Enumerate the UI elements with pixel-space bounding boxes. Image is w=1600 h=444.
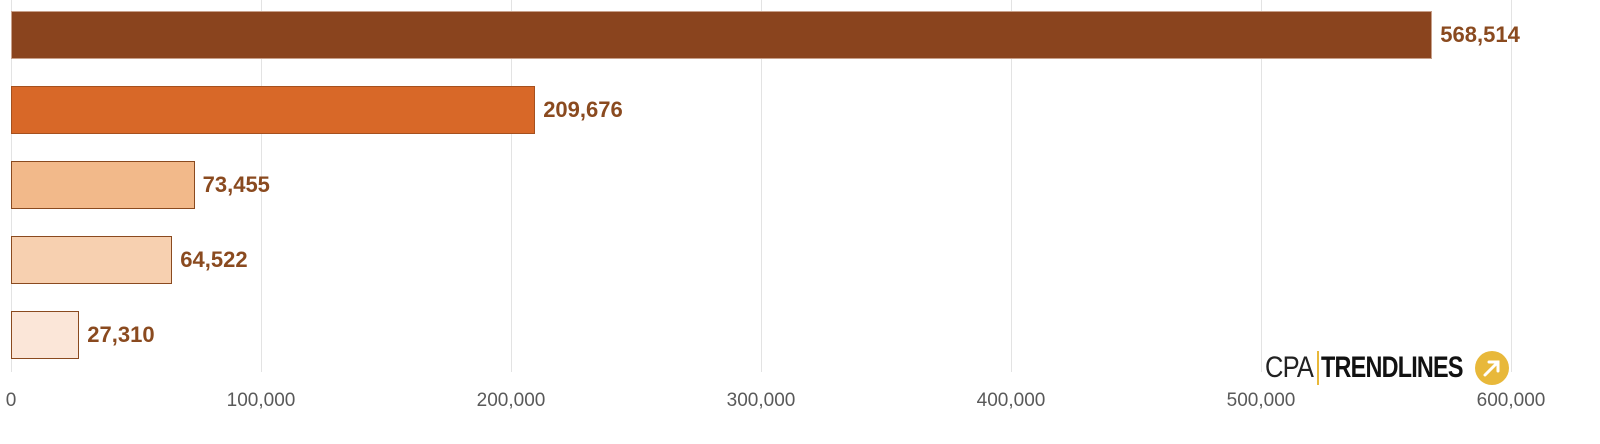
bar-value-label: 64,522 — [180, 247, 248, 272]
bar — [11, 236, 173, 284]
gridline — [261, 0, 262, 372]
bar-value-label: 27,310 — [87, 322, 155, 347]
gridline — [1511, 0, 1512, 372]
gridline — [1261, 0, 1262, 372]
logo-text-trendlines: TRENDLINES — [1321, 351, 1463, 384]
logo-text-cpa: CPA — [1265, 351, 1314, 384]
cpa-trendlines-logo: CPA TRENDLINES — [1265, 350, 1509, 386]
bar — [11, 11, 1433, 59]
bar-value-label: 568,514 — [1440, 22, 1520, 47]
arrow-up-right-icon — [1475, 351, 1509, 385]
bar — [11, 311, 80, 359]
gridline — [761, 0, 762, 372]
x-tick-label: 500,000 — [1226, 390, 1296, 411]
x-tick-label: 600,000 — [1476, 390, 1546, 411]
x-tick-label: 0 — [5, 390, 17, 411]
gridline — [511, 0, 512, 372]
bar-value-label: 209,676 — [543, 97, 623, 122]
x-tick-label: 300,000 — [726, 390, 796, 411]
gridline — [1011, 0, 1012, 372]
bar — [11, 86, 536, 134]
bar-value-label: 73,455 — [202, 172, 270, 197]
logo-divider — [1317, 351, 1319, 385]
x-tick-label: 100,000 — [226, 390, 296, 411]
x-tick-label: 400,000 — [976, 390, 1046, 411]
x-tick-label: 200,000 — [476, 390, 546, 411]
bar — [11, 161, 195, 209]
